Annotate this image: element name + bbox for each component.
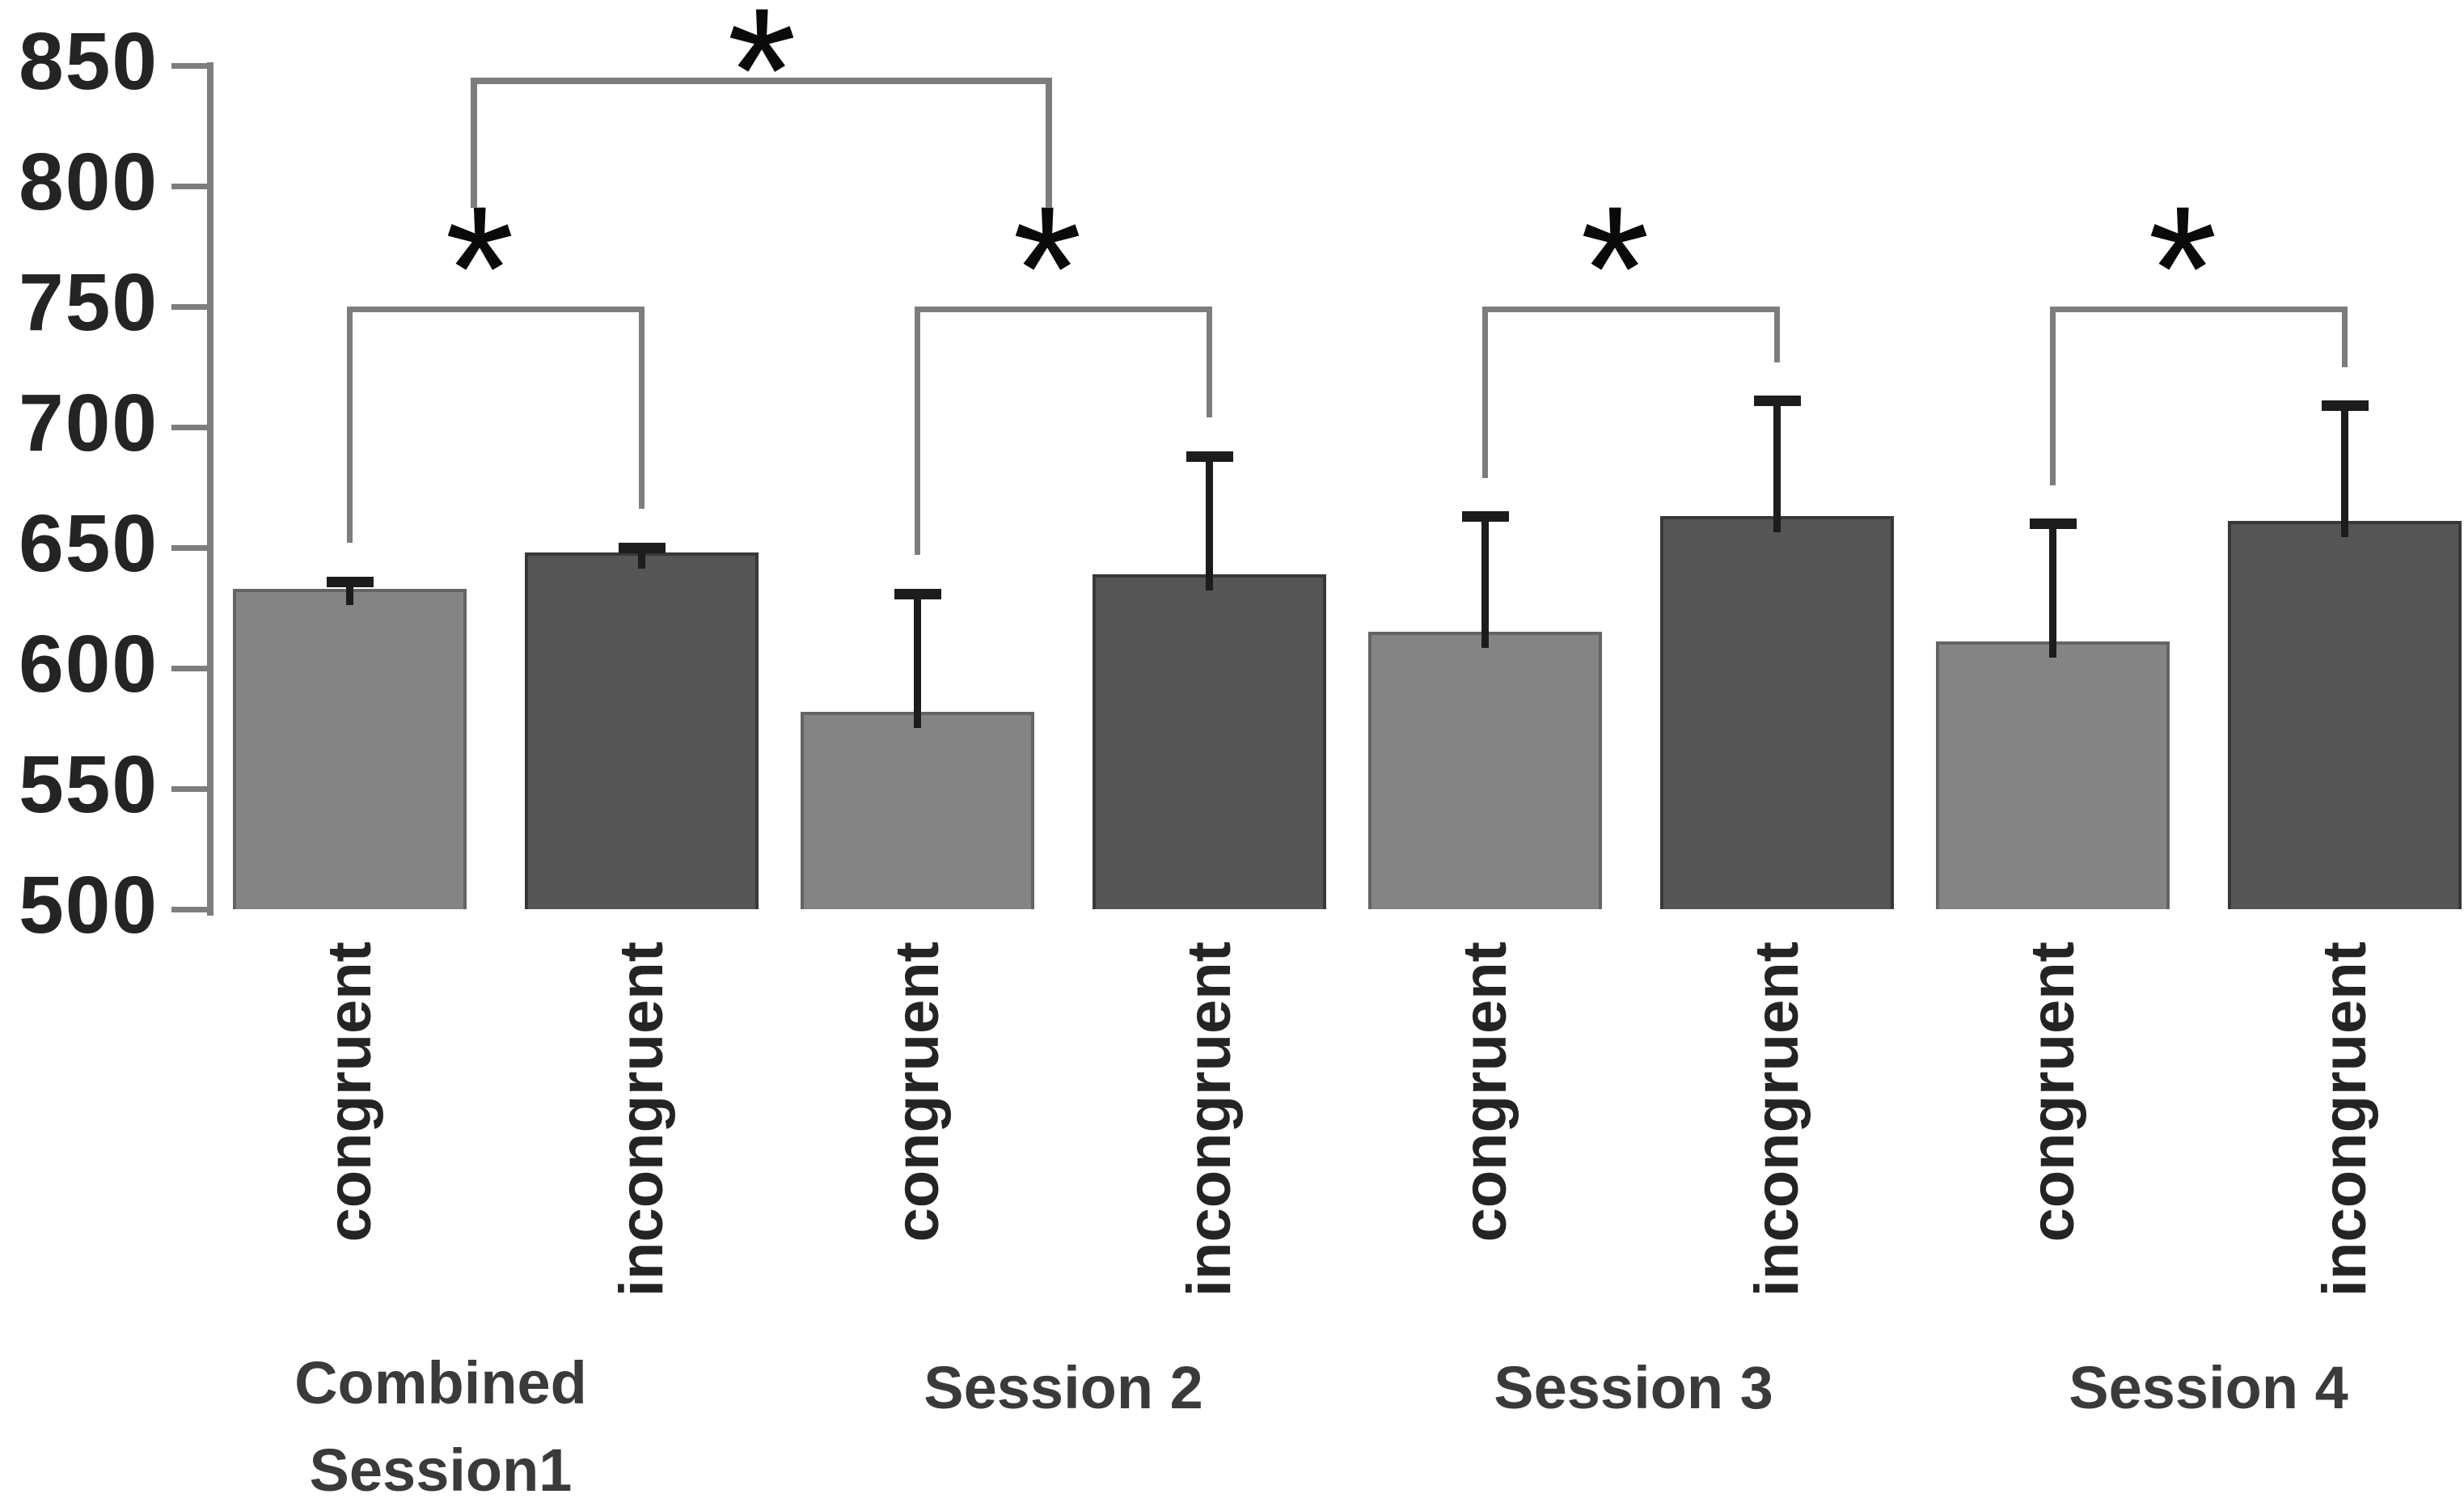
sig-bracket-leg (639, 307, 645, 509)
error-bar-cap (2322, 400, 2369, 411)
error-bar-stem (1481, 518, 1489, 648)
sig-asterisk: * (1580, 169, 1650, 368)
sig-bracket-horizontal (915, 307, 1212, 312)
group-label-line: Session 4 (2069, 1354, 2348, 1421)
sig-bracket-leg (1046, 78, 1052, 208)
sig-bracket-horizontal (1482, 307, 1780, 312)
sig-bracket-leg (2050, 307, 2056, 485)
error-bar-cap (2030, 518, 2077, 529)
sig-bracket-leg (2342, 307, 2348, 367)
group-label-session-2: Session 2 (923, 1344, 1203, 1432)
bar-session-2-congruent (801, 712, 1034, 909)
y-tick-mark (171, 786, 207, 792)
sig-asterisk: * (445, 169, 514, 368)
bar-combined-session1-congruent (233, 589, 467, 909)
y-tick-label: 700 (19, 377, 158, 468)
error-bar-cap (1186, 451, 1233, 462)
x-tick-label-congruent: congruent (883, 942, 952, 1242)
group-label-session-3: Session 3 (1494, 1344, 1773, 1432)
sig-asterisk-between: * (727, 0, 797, 170)
bar-session-2-incongruent (1093, 574, 1326, 909)
group-label-line: Session 2 (923, 1354, 1203, 1421)
x-tick-label-incongruent: incongruent (2310, 942, 2379, 1297)
sig-bracket-leg (1482, 307, 1488, 478)
group-label-line: Combined (294, 1349, 587, 1416)
error-bar-stem (2049, 525, 2056, 658)
bar-combined-session1-incongruent (525, 552, 759, 909)
error-bar-cap (894, 589, 941, 599)
group-label-combined-session1: Combined Session1 (294, 1340, 587, 1511)
y-tick-mark (171, 304, 207, 310)
x-tick-label-congruent: congruent (2018, 942, 2087, 1242)
x-tick-label-congruent: congruent (315, 942, 384, 1242)
y-tick-mark (171, 425, 207, 430)
bar-session-3-incongruent (1660, 516, 1894, 909)
y-tick-label: 550 (19, 739, 158, 830)
group-label-line: Session1 (309, 1437, 573, 1504)
y-tick-label: 650 (19, 497, 158, 589)
error-bar-cap (619, 543, 666, 553)
error-bar-cap (1462, 511, 1509, 522)
sig-bracket-leg (1207, 307, 1212, 417)
sig-bracket-horizontal (2050, 307, 2348, 312)
sig-asterisk: * (2148, 169, 2217, 368)
x-tick-label-incongruent: incongruent (1175, 942, 1244, 1297)
error-bar-stem (1206, 458, 1213, 590)
bar-session-4-congruent (1936, 641, 2170, 909)
error-bar-stem (346, 583, 353, 605)
y-tick-label: 850 (19, 15, 158, 107)
y-tick-label: 500 (19, 859, 158, 950)
x-tick-label-incongruent: incongruent (1743, 942, 1811, 1297)
y-tick-mark (171, 666, 207, 671)
error-bar-stem (2341, 407, 2348, 537)
x-tick-label-incongruent: incongruent (607, 942, 676, 1297)
error-bar-cap (327, 577, 374, 587)
sig-bracket-leg (347, 307, 353, 543)
sig-bracket-leg (471, 78, 477, 208)
group-label-line: Session 3 (1494, 1354, 1773, 1421)
bar-session-4-incongruent (2228, 521, 2462, 909)
sig-bracket-leg (915, 307, 920, 555)
x-tick-label-congruent: congruent (1451, 942, 1519, 1242)
sig-asterisk: * (1012, 169, 1082, 368)
y-tick-label: 750 (19, 256, 158, 348)
error-bar-cap (1754, 396, 1801, 406)
y-tick-mark (171, 907, 207, 912)
sig-bracket-horizontal (347, 307, 645, 312)
y-tick-mark (171, 184, 207, 189)
sig-bracket-horizontal-between (471, 78, 1052, 84)
y-tick-label: 800 (19, 136, 158, 227)
error-bar-stem (914, 595, 921, 728)
bar-session-3-congruent (1368, 632, 1602, 909)
y-tick-label: 600 (19, 618, 158, 709)
group-label-session-4: Session 4 (2069, 1344, 2348, 1432)
error-bar-stem (1773, 402, 1781, 532)
y-tick-mark (171, 63, 207, 69)
y-tick-mark (171, 545, 207, 551)
error-bar-stem (638, 549, 645, 569)
sig-bracket-leg (1774, 307, 1780, 362)
y-axis-line (207, 62, 213, 916)
